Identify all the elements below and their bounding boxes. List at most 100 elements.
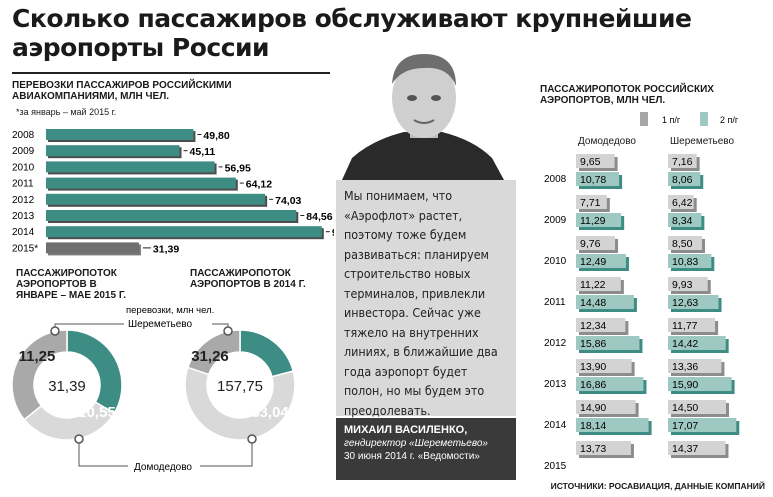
pie-marker-domodedovo bbox=[247, 434, 257, 444]
airlines-bar bbox=[46, 161, 215, 173]
airlines-value-label: 93,18 bbox=[332, 227, 334, 239]
airlines-value-label: 74,03 bbox=[275, 195, 301, 207]
quote-date: 30 июня 2014 г. «Ведомости» bbox=[344, 451, 480, 462]
pie-slice bbox=[184, 366, 296, 441]
pie-label-domodedovo: 10,55 bbox=[78, 404, 116, 421]
airlines-year-label: 2014 bbox=[12, 227, 35, 238]
airports-value-label: 15,86 bbox=[580, 338, 606, 350]
quote-author: МИХАИЛ ВАСИЛЕНКО, bbox=[344, 424, 468, 436]
airports-bar bbox=[576, 236, 616, 250]
airports-value-label: 12,49 bbox=[580, 256, 606, 268]
pie2-caption: ПАССАЖИРОПОТОК АЭРОПОРТОВ В 2014 Г. bbox=[190, 268, 306, 290]
airlines-value-label: 31,39 bbox=[153, 243, 179, 255]
airports-bar bbox=[576, 213, 622, 227]
airlines-bar bbox=[46, 210, 297, 221]
airports-value-label: 16,86 bbox=[580, 379, 606, 391]
airports-legend: 1 п/г 2 п/г bbox=[640, 112, 739, 126]
pie-label-sheremetyevo: 11,25 bbox=[19, 348, 56, 365]
airports-year-label: 2011 bbox=[544, 297, 566, 308]
airports-bar bbox=[576, 154, 615, 168]
airports-bar bbox=[668, 277, 708, 291]
airports-value-label: 14,42 bbox=[672, 338, 698, 350]
pie-slice bbox=[239, 329, 295, 378]
quote-box: Мы понимаем, что «Аэрофлот» растет, поэт… bbox=[336, 180, 516, 418]
pie-slice bbox=[66, 329, 123, 415]
airports-bar bbox=[668, 172, 701, 186]
pie-charts: 31,39 11,25 10,55 157,75 31,26 33,04 перевозки… bbox=[11, 308, 296, 473]
col-svo-label: Шереметьево bbox=[670, 136, 735, 147]
airports-bar bbox=[576, 400, 636, 414]
airports-bar bbox=[668, 336, 726, 350]
pie-connector-gap-top bbox=[124, 316, 212, 330]
pie-center-label: 31,39 bbox=[48, 378, 86, 395]
pie1-caption: ПАССАЖИРОПОТОК АЭРОПОРТОВ В ЯНВАРЕ – МАЕ… bbox=[16, 268, 127, 301]
airports-year-label: 2015 bbox=[544, 461, 567, 472]
airports-year-label: 2014 bbox=[544, 420, 567, 431]
pie-marker-sheremetyevo bbox=[223, 326, 233, 336]
airlines-note: *за январь – май 2015 г. bbox=[16, 107, 117, 117]
pie-units-label: перевозки, млн чел. bbox=[126, 308, 214, 316]
airports-bar bbox=[668, 195, 694, 209]
legend-h2-swatch bbox=[700, 112, 708, 126]
airports-value-label: 11,29 bbox=[580, 215, 606, 227]
legend-h2-label: 2 п/г bbox=[720, 115, 739, 125]
airports-value-label: 9,76 bbox=[580, 238, 601, 250]
pie-connector-gap bbox=[128, 457, 200, 473]
airlines-bar bbox=[46, 129, 194, 140]
airlines-bar bbox=[46, 193, 266, 205]
airports-value-label: 14,37 bbox=[672, 443, 698, 455]
title-rule bbox=[12, 72, 330, 74]
quote-role: гендиректор «Шереметьево» bbox=[344, 438, 488, 449]
airports-bar bbox=[668, 377, 732, 391]
airports-value-label: 10,83 bbox=[672, 256, 698, 268]
airports-bar bbox=[576, 441, 631, 455]
legend-h1-label: 1 п/г bbox=[662, 115, 681, 125]
airports-value-label: 14,90 bbox=[580, 402, 606, 414]
airports-value-label: 7,16 bbox=[672, 156, 693, 168]
col-dme-label: Домодедово bbox=[578, 136, 636, 147]
airlines-year-label: 2011 bbox=[12, 179, 34, 190]
page-title: Сколько пассажиров обслуживают крупнейши… bbox=[12, 4, 692, 62]
airports-value-label: 18,14 bbox=[580, 420, 606, 432]
airports-value-label: 9,65 bbox=[580, 156, 601, 168]
airlines-year-label: 2010 bbox=[12, 162, 35, 173]
airlines-value-label: 49,80 bbox=[203, 130, 229, 142]
pie-label-domodedovo: 33,04 bbox=[251, 404, 289, 421]
airports-bar bbox=[668, 400, 726, 414]
airlines-year-label: 2015* bbox=[12, 243, 38, 254]
airports-value-label: 13,90 bbox=[580, 361, 606, 373]
airports-year-label: 2012 bbox=[544, 338, 567, 349]
airports-bar bbox=[576, 359, 632, 373]
airports-value-label: 11,77 bbox=[672, 320, 698, 332]
airlines-year-label: 2012 bbox=[12, 195, 35, 206]
airports-value-label: 14,50 bbox=[672, 402, 698, 414]
airports-bar bbox=[668, 441, 726, 455]
pie-legend-sheremetyevo: Шереметьево bbox=[128, 319, 193, 330]
airports-value-label: 11,22 bbox=[580, 279, 606, 291]
source-note: ИСТОЧНИКИ: РОСАВИАЦИЯ, ДАННЫЕ КОМПАНИЙ bbox=[550, 481, 765, 491]
quote-text: Мы понимаем, что «Аэрофлот» растет, поэт… bbox=[344, 188, 498, 418]
airports-value-label: 13,36 bbox=[672, 361, 698, 373]
airports-value-label: 14,48 bbox=[580, 297, 606, 309]
airports-bar bbox=[576, 277, 621, 291]
airlines-value-label: 45,11 bbox=[190, 146, 216, 158]
airports-year-label: 2013 bbox=[544, 379, 567, 390]
airports-bar bbox=[668, 154, 697, 168]
airlines-bar bbox=[46, 177, 236, 189]
airlines-bar bbox=[46, 145, 180, 157]
airports-caption: ПАССАЖИРОПОТОК РОССИЙСКИХ АЭРОПОРТОВ, МЛ… bbox=[540, 84, 714, 106]
legend-h1-swatch bbox=[640, 112, 648, 126]
airlines-year-label: 2009 bbox=[12, 146, 35, 157]
airlines-bar bbox=[46, 242, 139, 254]
airports-value-label: 12,63 bbox=[672, 297, 698, 309]
airports-value-label: 7,71 bbox=[580, 197, 601, 209]
airports-year-label: 2009 bbox=[544, 215, 567, 226]
pie-marker-domodedovo bbox=[74, 434, 84, 444]
airports-bar bbox=[668, 359, 722, 373]
airlines-value-label: 84,56 bbox=[306, 211, 332, 223]
airlines-caption: ПЕРЕВОЗКИ ПАССАЖИРОВ РОССИЙСКИМИ АВИАКОМ… bbox=[12, 80, 232, 102]
airports-value-label: 8,50 bbox=[672, 238, 693, 250]
airports-bar bbox=[668, 236, 702, 250]
airports-bar bbox=[576, 336, 640, 350]
airlines-year-label: 2013 bbox=[12, 211, 35, 222]
